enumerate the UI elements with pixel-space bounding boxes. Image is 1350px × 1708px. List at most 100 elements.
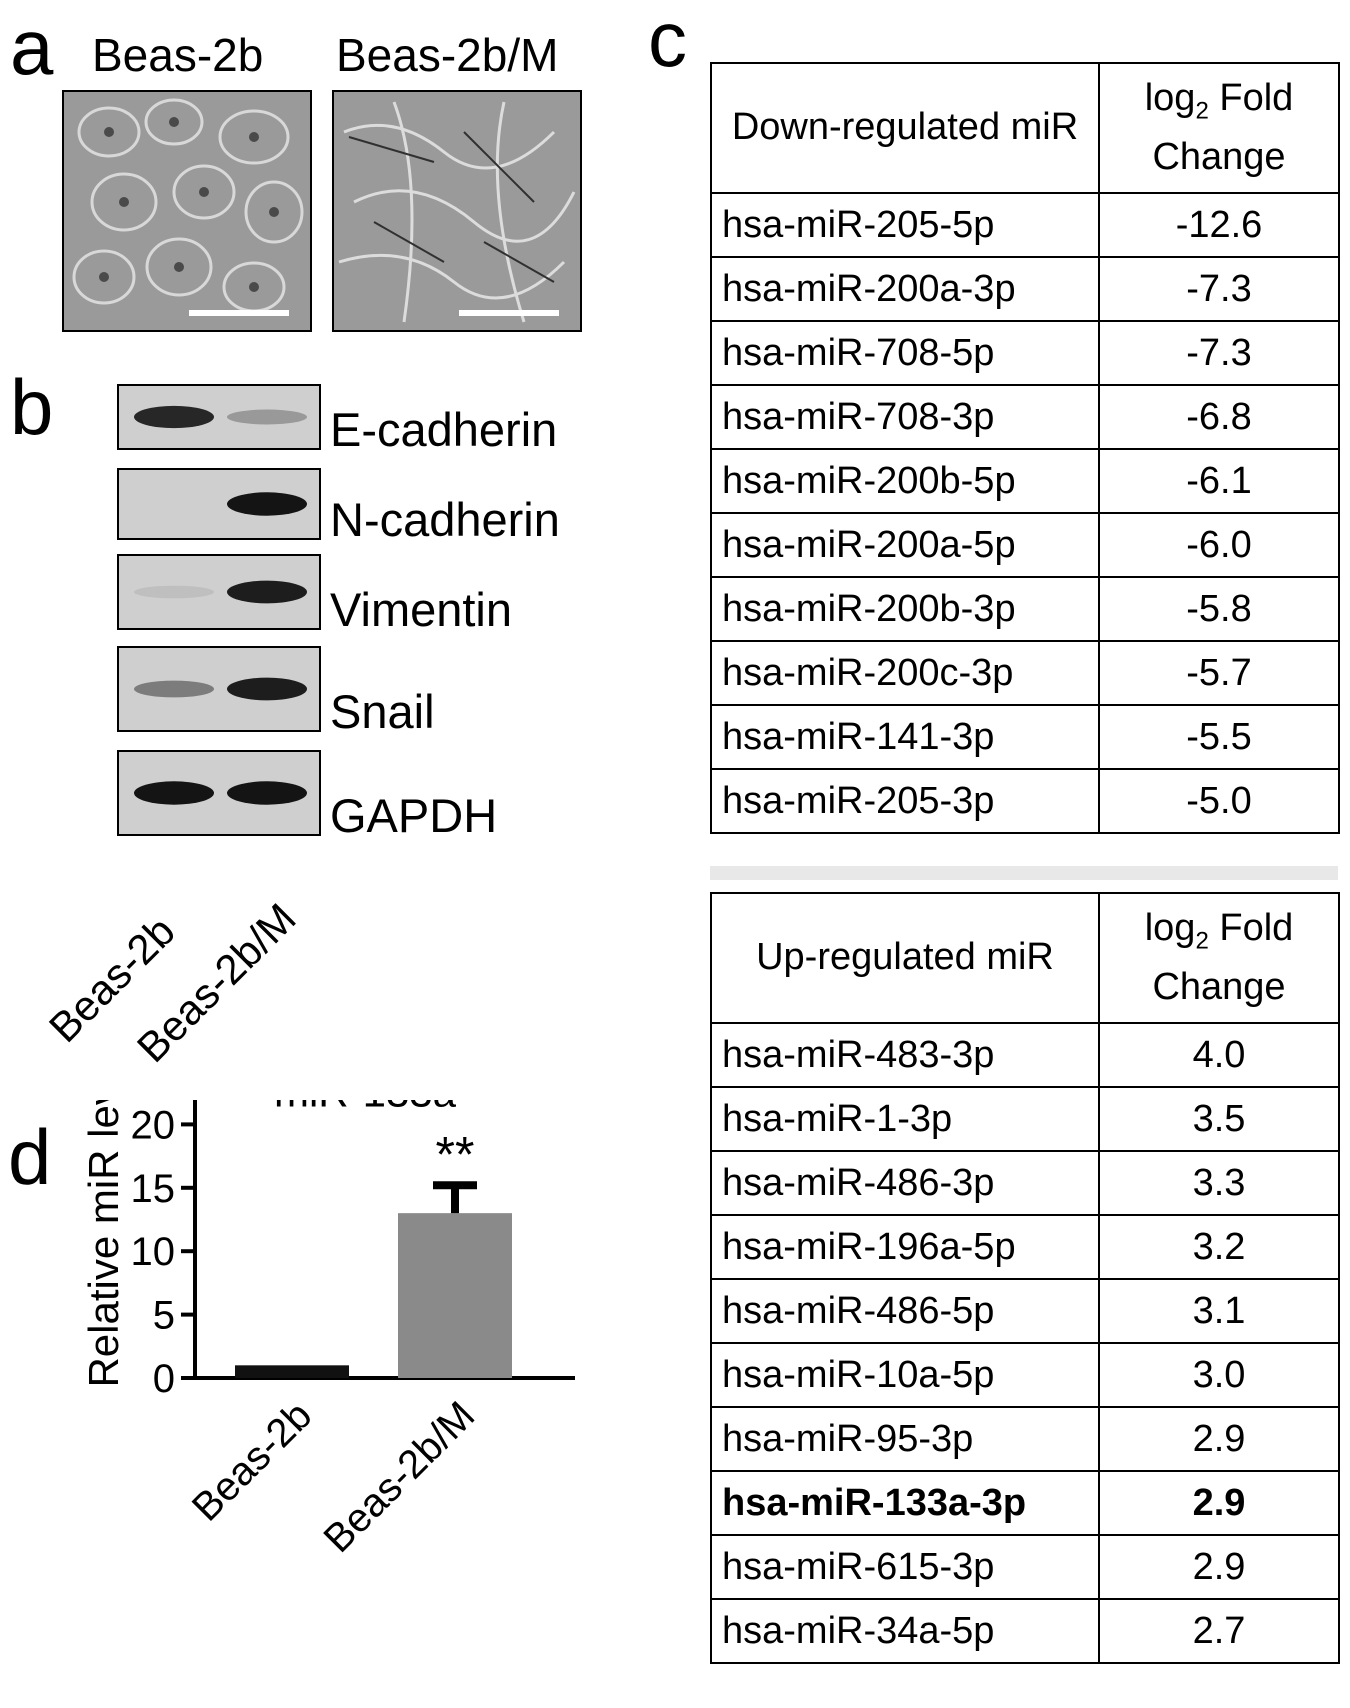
table-row: hsa-miR-200b-5p -6.1 — [710, 448, 1340, 514]
up-fold-change: 3.1 — [1098, 1278, 1340, 1344]
table-row: hsa-miR-141-3p -5.5 — [710, 704, 1340, 770]
down-mir-name: hsa-miR-205-5p — [710, 192, 1100, 258]
down-header-name: Down-regulated miR — [710, 62, 1100, 194]
table-row: hsa-miR-486-3p 3.3 — [710, 1150, 1340, 1216]
up-mir-name: hsa-miR-1-3p — [710, 1086, 1100, 1152]
up-fold-change: 4.0 — [1098, 1022, 1340, 1088]
table-row: hsa-miR-205-3p -5.0 — [710, 768, 1340, 834]
y-tick-label: 15 — [131, 1167, 176, 1211]
panel-a-letter: a — [10, 3, 54, 91]
blot-label: Snail — [330, 685, 435, 738]
up-fold-change: 2.9 — [1098, 1406, 1340, 1472]
up-header-name: Up-regulated miR — [710, 892, 1100, 1024]
blot-label: E-cadherin — [330, 403, 558, 456]
table-row: hsa-miR-34a-5p 2.7 — [710, 1598, 1340, 1664]
down-fold-change: -6.8 — [1098, 384, 1340, 450]
y-tick-label: 20 — [131, 1103, 176, 1147]
down-fold-change: -12.6 — [1098, 192, 1340, 258]
table-row: hsa-miR-95-3p 2.9 — [710, 1406, 1340, 1472]
up-header-value: log2 Fold Change — [1098, 892, 1340, 1024]
down-mir-name: hsa-miR-200b-3p — [710, 576, 1100, 642]
down-mir-name: hsa-miR-200a-5p — [710, 512, 1100, 578]
table-row: hsa-miR-615-3p 2.9 — [710, 1534, 1340, 1600]
western-blot-e-cadherin — [117, 384, 321, 450]
up-fold-change: 3.2 — [1098, 1214, 1340, 1280]
up-mir-name: hsa-miR-483-3p — [710, 1022, 1100, 1088]
up-fold-change: 3.3 — [1098, 1150, 1340, 1216]
up-fold-change: 3.5 — [1098, 1086, 1340, 1152]
up-mir-name: hsa-miR-133a-3p — [710, 1470, 1100, 1536]
blot-label: N-cadherin — [330, 493, 560, 546]
western-blot-n-cadherin — [117, 468, 321, 540]
up-mir-name: hsa-miR-486-5p — [710, 1278, 1100, 1344]
down-mir-name: hsa-miR-200b-5p — [710, 448, 1100, 514]
blot-label: GAPDH — [330, 789, 498, 842]
table-row: hsa-miR-1-3p 3.5 — [710, 1086, 1340, 1152]
scale-bar — [459, 310, 559, 316]
down-mir-name: hsa-miR-205-3p — [710, 768, 1100, 834]
table-row: hsa-miR-200c-3p -5.7 — [710, 640, 1340, 706]
down-fold-change: -7.3 — [1098, 320, 1340, 386]
table-row: hsa-miR-205-5p -12.6 — [710, 192, 1340, 258]
table-row: hsa-miR-486-5p 3.1 — [710, 1278, 1340, 1344]
up-fold-change: 2.9 — [1098, 1534, 1340, 1600]
down-fold-change: -7.3 — [1098, 256, 1340, 322]
chart-title: miR-133a — [274, 1100, 457, 1116]
down-fold-change: -5.0 — [1098, 768, 1340, 834]
up-mir-name: hsa-miR-486-3p — [710, 1150, 1100, 1216]
up-mir-name: hsa-miR-615-3p — [710, 1534, 1100, 1600]
up-mir-name: hsa-miR-34a-5p — [710, 1598, 1100, 1664]
table-row: hsa-miR-708-5p -7.3 — [710, 320, 1340, 386]
panel-c-letter: c — [648, 0, 687, 83]
up-mir-name: hsa-miR-10a-5p — [710, 1342, 1100, 1408]
down-mir-name: hsa-miR-200a-3p — [710, 256, 1100, 322]
western-blot-gapdh — [117, 750, 321, 836]
significance-annotation: ** — [436, 1126, 475, 1182]
down-fold-change: -6.1 — [1098, 448, 1340, 514]
y-tick-label: 10 — [131, 1230, 176, 1274]
x-tick-label: Beas-2b/M — [315, 1393, 483, 1561]
table-row: hsa-miR-200a-3p -7.3 — [710, 256, 1340, 322]
western-blot-snail — [117, 646, 321, 732]
up-fold-change: 2.7 — [1098, 1598, 1340, 1664]
table-row: hsa-miR-133a-3p 2.9 — [710, 1470, 1340, 1536]
bar-control — [235, 1365, 349, 1378]
western-blot-vimentin — [117, 554, 321, 630]
down-fold-change: -5.5 — [1098, 704, 1340, 770]
table-row: hsa-miR-483-3p 4.0 — [710, 1022, 1340, 1088]
up-regulated-table: Up-regulated miR log2 Fold Change hsa-mi… — [710, 892, 1340, 1664]
table-row: hsa-miR-196a-5p 3.2 — [710, 1214, 1340, 1280]
panel-a-label-treated: Beas-2b/M — [336, 29, 559, 81]
up-fold-change: 3.0 — [1098, 1342, 1340, 1408]
down-fold-change: -6.0 — [1098, 512, 1340, 578]
panel-d-letter: d — [8, 1113, 52, 1201]
down-mir-name: hsa-miR-200c-3p — [710, 640, 1100, 706]
y-tick-label: 0 — [153, 1357, 175, 1401]
up-mir-name: hsa-miR-196a-5p — [710, 1214, 1100, 1280]
up-mir-name: hsa-miR-95-3p — [710, 1406, 1100, 1472]
scale-bar — [189, 310, 289, 316]
down-fold-change: -5.8 — [1098, 576, 1340, 642]
table-separator — [710, 866, 1338, 880]
down-mir-name: hsa-miR-708-3p — [710, 384, 1100, 450]
table-row: hsa-miR-708-3p -6.8 — [710, 384, 1340, 450]
down-header-value: log2 Fold Change — [1098, 62, 1340, 194]
down-fold-change: -5.7 — [1098, 640, 1340, 706]
down-regulated-table: Down-regulated miR log2 Fold Change hsa-… — [710, 62, 1340, 834]
down-mir-name: hsa-miR-708-5p — [710, 320, 1100, 386]
panel-b-letter: b — [10, 363, 54, 451]
bar-treated — [398, 1213, 512, 1378]
bar-chart: 0510152025Relative miR levelmiR-133aBeas… — [60, 1040, 620, 1703]
micrograph-treated — [332, 90, 582, 332]
up-fold-change: 2.9 — [1098, 1470, 1340, 1536]
panel-a-label-control: Beas-2b — [92, 29, 264, 81]
table-row: hsa-miR-200a-5p -6.0 — [710, 512, 1340, 578]
table-row: hsa-miR-200b-3p -5.8 — [710, 576, 1340, 642]
down-mir-name: hsa-miR-141-3p — [710, 704, 1100, 770]
x-tick-label: Beas-2b — [184, 1393, 320, 1529]
y-tick-label: 5 — [153, 1294, 175, 1338]
table-row: hsa-miR-10a-5p 3.0 — [710, 1342, 1340, 1408]
y-axis-label: Relative miR level — [80, 1100, 127, 1388]
micrograph-control — [62, 90, 312, 332]
blot-label: Vimentin — [330, 583, 513, 636]
